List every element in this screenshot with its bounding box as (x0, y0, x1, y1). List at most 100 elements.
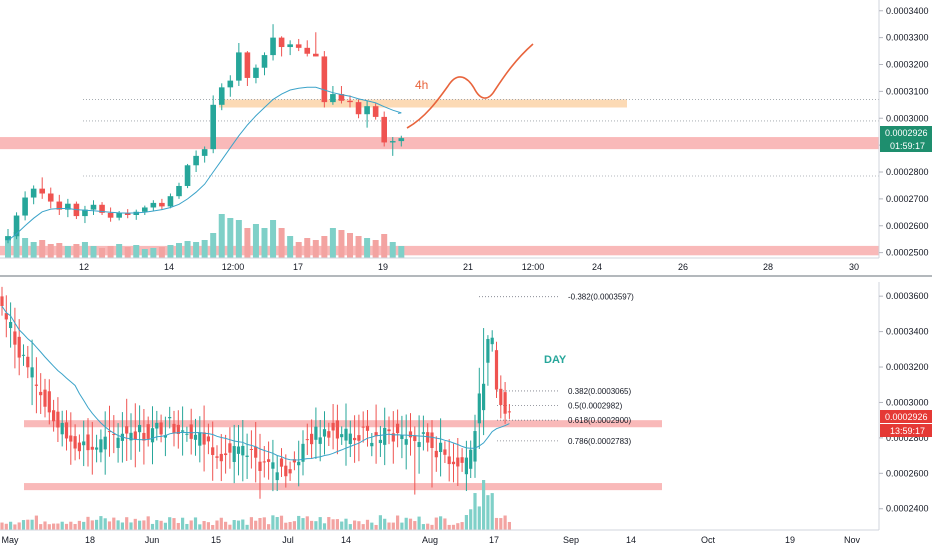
bottom-candle (482, 328, 486, 436)
bottom-candle (52, 399, 56, 432)
top-candle (5, 228, 11, 244)
bottom-volume-bar (297, 515, 301, 530)
top-volume-bar (22, 238, 29, 258)
top-candle (13, 212, 20, 240)
bottom-volume-bar (387, 522, 391, 530)
bottom-volume-bar (17, 522, 21, 530)
bottom-candle (232, 424, 236, 484)
top-volume-bar (329, 228, 336, 258)
top-candle (159, 198, 165, 210)
bottom-candle (318, 419, 322, 462)
bottom-volume-bar (236, 520, 241, 530)
bottom-candle (451, 443, 456, 483)
bottom-y-tick-label: 0.0003400 (886, 327, 929, 337)
bottom-last-price-badge: 0.0002926 13:59:17 (880, 410, 932, 437)
bottom-volume-bar (163, 522, 167, 530)
bottom-candle (288, 461, 292, 481)
bottom-volume-bar (159, 520, 163, 530)
top-candle (30, 185, 37, 205)
bottom-volume-bar (426, 523, 430, 530)
bottom-volume-bar (86, 516, 90, 530)
bottom-candles (0, 286, 511, 499)
top-countdown-text: 01:59:17 (890, 141, 925, 151)
bottom-candle (267, 441, 271, 480)
top-x-tick-label: 28 (763, 262, 773, 272)
bottom-candle (43, 378, 47, 418)
bottom-candle (82, 420, 86, 467)
bottom-volume-bar (335, 519, 339, 530)
bottom-candle (456, 437, 460, 487)
bottom-volume-bar (202, 521, 206, 530)
bottom-volume-bar (146, 516, 150, 530)
top-volume-bars (5, 214, 405, 258)
bottom-candle (258, 433, 262, 499)
bottom-volume-bar (374, 524, 378, 530)
bottom-candle (340, 426, 344, 445)
top-volume-bar (295, 242, 302, 258)
bottom-volume-bar (408, 518, 413, 530)
bottom-candle (301, 430, 305, 476)
bottom-volume-bar (477, 506, 481, 530)
top-candle (236, 43, 242, 86)
bottom-candle (241, 419, 245, 482)
top-volume-bar (116, 244, 123, 258)
top-candle (372, 103, 379, 120)
bottom-volume-bar (279, 515, 284, 530)
fib-level-label: -0.382(0.0003597) (568, 293, 634, 302)
top-x-tick-label: 19 (378, 262, 388, 272)
bottom-volume-bar (284, 522, 288, 530)
bottom-volume-bar (34, 515, 38, 530)
fib-level-label: 0.618(0.0002900) (568, 416, 632, 425)
bottom-candle (378, 425, 382, 457)
top-y-tick-label: 0.0003000 (886, 113, 929, 123)
top-candle (381, 111, 387, 147)
bottom-volume-bar (417, 516, 421, 530)
bottom-volume-bar (120, 522, 124, 530)
bottom-volume-bar (95, 519, 99, 530)
top-volume-bar (150, 248, 157, 258)
top-volume-bar (176, 243, 182, 258)
top-y-tick-label: 0.0003400 (886, 6, 929, 16)
bottom-volume-bar (215, 520, 219, 530)
top-candle (398, 135, 405, 147)
bottom-x-tick-label: Oct (701, 535, 716, 545)
top-candle (364, 100, 370, 128)
bottom-x-tick-label: Aug (422, 535, 438, 545)
bottom-volume-bar (507, 521, 511, 530)
top-candle (253, 64, 259, 84)
top-candle (201, 146, 208, 163)
top-candle (142, 205, 148, 215)
bottom-candle (275, 455, 279, 492)
bottom-x-tick-label: Jun (145, 535, 160, 545)
bottom-volume-bar (26, 519, 30, 530)
bottom-volume-bar (176, 522, 180, 530)
bottom-candle (181, 406, 185, 456)
bottom-volume-bar (9, 521, 13, 530)
top-candle (193, 150, 199, 172)
top-x-tick-label: 12:00 (222, 262, 245, 272)
bottom-volume-bar (103, 518, 107, 530)
bottom-candle (391, 411, 395, 464)
top-x-tick-label: 17 (293, 262, 303, 272)
bottom-candle (426, 423, 430, 452)
bottom-x-tick-label: 15 (211, 535, 221, 545)
bottom-candle (116, 423, 120, 463)
bottom-volume-bar (52, 523, 56, 530)
top-candle (287, 40, 293, 56)
top-volume-bar (321, 236, 328, 258)
bottom-volume-bar (82, 521, 86, 530)
bottom-candle (361, 411, 365, 443)
bottom-candle (215, 445, 219, 469)
bottom-candle (494, 341, 499, 399)
bottom-last-price-text: 0.0002926 (885, 412, 928, 422)
top-volume-bar (201, 240, 208, 258)
bottom-volume-bar (30, 519, 34, 530)
bottom-candle (322, 411, 327, 455)
bottom-candle (499, 375, 503, 419)
top-volume-bar (372, 240, 379, 258)
bottom-candle (421, 415, 425, 451)
bottom-candle (271, 439, 275, 492)
bottom-volume-bar (198, 524, 202, 530)
bottom-volume-bar (168, 517, 172, 530)
bottom-candle (279, 448, 284, 478)
